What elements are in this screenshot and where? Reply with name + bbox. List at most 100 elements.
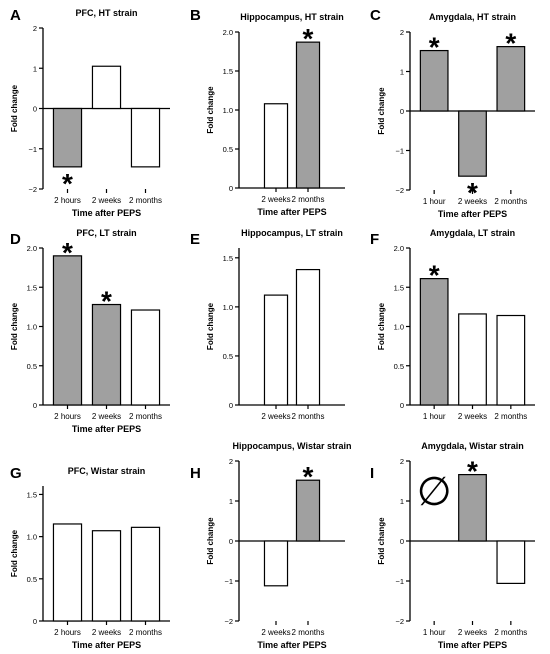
y-tick-label: 0.5: [27, 575, 37, 584]
x-tick-label: 2 weeks: [261, 412, 290, 421]
bar: [130, 309, 161, 406]
bar: [130, 107, 161, 168]
x-tick-label: 2 months: [129, 628, 162, 637]
significance-star: *: [62, 237, 73, 268]
panel-g: G PFC, Wistar strain 0 0.5 1.0 1.5 Fold change…: [10, 465, 170, 650]
significance-star: *: [101, 286, 112, 317]
x-axis-label: Time after PEPS: [438, 640, 507, 650]
x-tick-label: 2 weeks: [92, 412, 121, 421]
panel-title: Hippocampus, LT strain: [241, 228, 343, 238]
y-tick-label: −2: [395, 186, 404, 195]
significance-star: *: [467, 456, 478, 487]
bar: [130, 526, 161, 622]
panel-label: H: [190, 465, 201, 482]
y-tick-label: 0: [33, 617, 37, 626]
y-axis-label: Fold change: [377, 302, 386, 350]
x-tick-label: 2 weeks: [458, 412, 487, 421]
x-tick-label: 2 months: [494, 197, 527, 206]
bar: [91, 303, 122, 406]
bar: [263, 103, 289, 189]
y-tick-label: 0: [400, 537, 404, 546]
panel-d: D PFC, LT strain 0 0.5 1.0 1.5 2.0 Fold change *…: [10, 228, 170, 434]
panel-label: A: [10, 7, 21, 24]
y-tick-label: 2.0: [27, 244, 37, 253]
bar: [458, 313, 487, 406]
panel-b: B Hippocampus, HT strain 0 0.5 1.0 1.5 2.0 Fold…: [190, 7, 345, 217]
x-tick-label: 2 hours: [54, 196, 81, 205]
bar: [52, 107, 83, 168]
x-tick-label: 2 months: [292, 412, 325, 421]
bar: [419, 49, 449, 112]
bar: [91, 530, 122, 622]
x-tick-label: 1 hour: [423, 628, 446, 637]
bar: [458, 474, 487, 542]
bar: [295, 268, 321, 406]
y-tick-label: 1: [229, 497, 233, 506]
x-axis-label: Time after PEPS: [438, 209, 507, 219]
x-tick-label: 2 weeks: [458, 628, 487, 637]
bar: [91, 65, 122, 110]
y-tick-label: 2: [400, 28, 404, 37]
x-tick-label: 2 months: [129, 412, 162, 421]
x-tick-label: 2 hours: [54, 412, 81, 421]
panel-label: I: [370, 465, 374, 482]
panel-c: C Amygdala, HT strain −2 −1 0 1 2 Fold change * 1…: [370, 7, 535, 219]
panel-f: F Amygdala, LT strain 0 0.5 1.0 1.5 2.0 Fold ch…: [370, 228, 535, 421]
y-tick-label: −1: [395, 577, 404, 586]
panel-title: Amygdala, Wistar strain: [421, 441, 523, 451]
panel-label: B: [190, 7, 201, 24]
y-tick-label: 0: [229, 401, 233, 410]
y-tick-label: 2: [400, 457, 404, 466]
y-tick-label: 1.0: [223, 303, 233, 312]
bar: [419, 278, 449, 406]
panel-title: Hippocampus, Wistar strain: [233, 441, 352, 451]
panel-title: Amygdala, HT strain: [429, 12, 516, 22]
panel-label: C: [370, 7, 381, 24]
bar: [52, 255, 83, 406]
x-tick-label: 2 months: [292, 628, 325, 637]
null-result-symbol: ∅: [417, 470, 452, 514]
panel-title: PFC, Wistar strain: [68, 466, 145, 476]
significance-star: *: [505, 28, 516, 59]
x-tick-label: 2 weeks: [92, 628, 121, 637]
y-axis-label: Fold change: [206, 302, 215, 350]
x-axis-label: Time after PEPS: [72, 208, 141, 218]
y-tick-label: 0: [33, 401, 37, 410]
panel-h: H Hippocampus, Wistar strain −2 −1 0 1 2 Fold c…: [190, 441, 351, 650]
bar: [496, 314, 526, 406]
significance-star: *: [429, 32, 440, 63]
bar: [263, 540, 289, 587]
bar: [496, 540, 526, 585]
panel-label: G: [10, 465, 22, 482]
x-tick-label: 2 weeks: [261, 195, 290, 204]
y-axis-label: Fold change: [10, 84, 19, 132]
panel-title: Amygdala, LT strain: [430, 228, 515, 238]
y-tick-label: 0: [400, 401, 404, 410]
x-tick-label: 1 hour: [423, 412, 446, 421]
y-tick-label: 0: [400, 107, 404, 116]
y-tick-label: 1.5: [223, 254, 233, 263]
y-tick-label: −1: [28, 145, 37, 154]
y-tick-label: −1: [395, 147, 404, 156]
x-tick-label: 2 months: [129, 196, 162, 205]
y-tick-label: 1: [33, 64, 37, 73]
y-tick-label: −1: [224, 577, 233, 586]
bar: [263, 294, 289, 406]
bar: [295, 479, 321, 542]
panel-a: A PFC, HT strain −2 −1 0 1 2 Fold change *2 hour…: [10, 7, 170, 218]
panel-i: I Amygdala, Wistar strain −2 −1 0 1 2 Fold chan…: [370, 441, 535, 650]
significance-star: *: [303, 461, 314, 492]
x-axis-label: Time after PEPS: [72, 424, 141, 434]
bar: [458, 110, 487, 177]
y-tick-label: 0.5: [27, 362, 37, 371]
y-tick-label: 1.0: [27, 323, 37, 332]
y-tick-label: 1.0: [27, 533, 37, 542]
panel-label: F: [370, 231, 379, 248]
significance-star: *: [62, 168, 73, 199]
bar: [295, 41, 321, 189]
x-tick-label: 2 weeks: [92, 196, 121, 205]
x-tick-label: 2 weeks: [261, 628, 290, 637]
x-tick-label: 2 weeks: [458, 197, 487, 206]
x-tick-label: 2 hours: [54, 628, 81, 637]
